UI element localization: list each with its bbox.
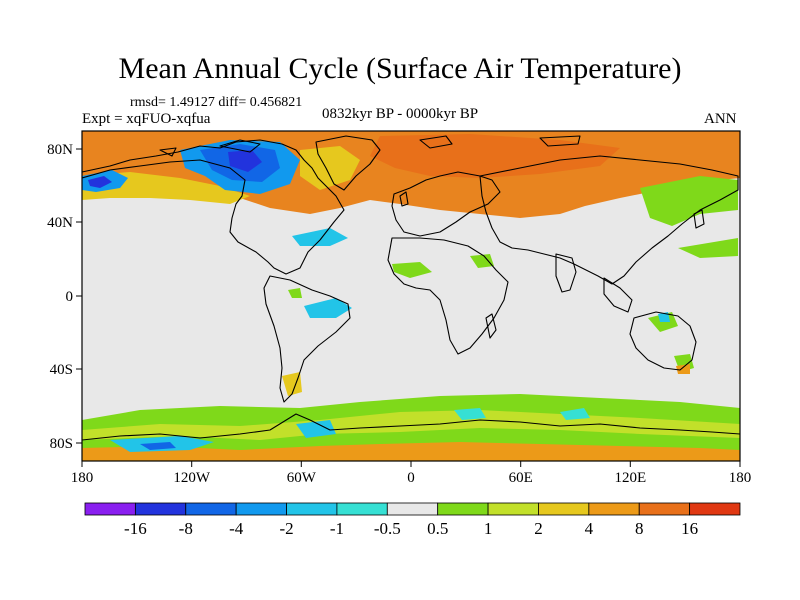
colorbar-swatch: [588, 502, 640, 516]
south-america-tip: [282, 372, 302, 396]
y-tick-label: 40S: [50, 362, 73, 378]
colorbar-swatch: [286, 502, 338, 516]
southern-ocean-cyan-east: [560, 408, 590, 420]
colorbar-swatch: [336, 502, 388, 516]
y-tick-label: 0: [66, 289, 74, 305]
colorbar-swatch: [235, 502, 287, 516]
colorbar-label: 1: [484, 519, 493, 538]
season-label: ANN: [704, 111, 737, 127]
canada-cold-deep: [228, 150, 262, 172]
x-tick-label: 120E: [614, 470, 646, 486]
y-tick-label: 80S: [50, 436, 73, 452]
tick-marks: [76, 148, 741, 467]
weddell-cyan: [296, 420, 336, 438]
colorbar-swatch: [386, 502, 439, 516]
experiment-label: Expt = xqFUO-xqfua: [82, 111, 211, 127]
colorbar-swatch: [487, 502, 539, 516]
amazon-cyan: [304, 298, 352, 318]
stats-text: rmsd= 1.49127 diff= 0.456821: [130, 95, 303, 110]
colorbar-label: 8: [635, 519, 644, 538]
uk-coast: [399, 191, 409, 207]
europe-coast: [391, 171, 501, 237]
ross-cyan: [454, 408, 486, 420]
colorbar-label: 2: [534, 519, 543, 538]
coastlines: [82, 135, 740, 441]
period-label: 0832kyr BP - 0000kyr BP: [322, 106, 479, 122]
colorbar-label: -0.5: [374, 519, 401, 538]
greenland-warm: [300, 146, 360, 190]
australia-coast: [629, 311, 697, 371]
antarctica-coast: [82, 413, 740, 441]
x-tick-label: 0: [407, 470, 415, 486]
colorbar-label: 0.5: [427, 519, 448, 538]
x-tick-label: 120W: [173, 470, 211, 486]
x-tick-label: 60W: [287, 470, 317, 486]
nw-pacific-cold-core: [88, 176, 112, 188]
x-tick-label: 60E: [509, 470, 533, 486]
colorbar-label: -16: [124, 519, 147, 538]
y-tick-labels: 80N 40N 0 40S 80S: [47, 142, 73, 452]
sahara-green: [470, 254, 494, 268]
arctic-islands: [159, 135, 581, 157]
antarctic-orange: [82, 442, 740, 461]
east-asia-green: [640, 176, 738, 226]
se-asia-coast: [603, 277, 633, 313]
colorbar-swatch: [185, 502, 237, 516]
japan-coast: [693, 209, 705, 229]
asia-coast: [479, 155, 739, 285]
australia-orange: [676, 364, 690, 374]
india-coast: [555, 253, 577, 293]
north-america-coast: [82, 139, 345, 275]
greenland-coast: [315, 135, 381, 191]
colorbar-swatch: [689, 502, 741, 516]
figure-title: Mean Annual Cycle (Surface Air Temperatu…: [118, 52, 682, 85]
pacific-green-band: [678, 238, 738, 258]
y-tick-label: 40N: [47, 215, 73, 231]
colorbar-swatch: [638, 502, 691, 516]
colorbar-label: -8: [179, 519, 193, 538]
madagascar-coast: [485, 313, 497, 339]
temperature-field: [82, 131, 740, 461]
colorbar-label: -2: [279, 519, 293, 538]
colorbar-swatch: [538, 502, 590, 516]
colorbar: -16 -8 -4 -2 -1 -0.5 0.5 1 2 4 8 16: [84, 502, 741, 538]
colorbar-label: -4: [229, 519, 244, 538]
x-tick-labels: 180 120W 60W 0 60E 120E 180: [71, 470, 752, 486]
colorbar-swatch: [437, 502, 489, 516]
x-tick-label: 180: [71, 470, 94, 486]
brazil-green: [288, 288, 302, 298]
y-tick-label: 80N: [47, 142, 73, 158]
antarctic-blue: [140, 442, 176, 450]
colorbar-label: 4: [585, 519, 594, 538]
x-tick-label: 180: [729, 470, 752, 486]
africa-coast: [387, 237, 509, 355]
africa-green: [392, 262, 432, 278]
colorbar-swatch: [84, 502, 136, 516]
colorbar-label: -1: [330, 519, 344, 538]
atlantic-cyan: [292, 228, 348, 246]
colorbar-label: 16: [681, 519, 698, 538]
colorbar-swatch: [134, 502, 187, 516]
south-america-coast: [263, 275, 351, 403]
